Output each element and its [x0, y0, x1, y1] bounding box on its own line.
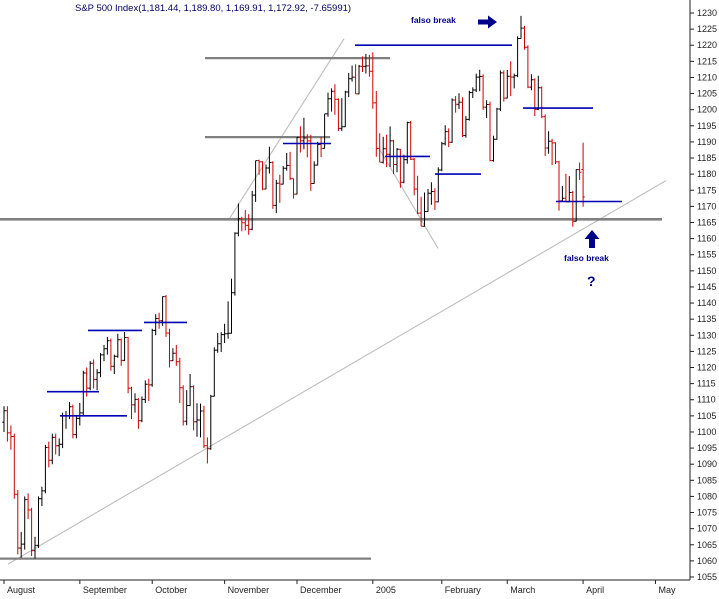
y-axis-label: 1055 [697, 572, 717, 582]
chart-title: S&P 500 Index(1,181.44, 1,189.80, 1,169.… [75, 3, 352, 14]
y-axis-label: 1115 [697, 379, 716, 389]
x-axis-label: October [155, 585, 187, 595]
x-axis-label: August [7, 585, 36, 595]
x-axis-label: March [510, 585, 535, 595]
ohlc-bars-down [5, 25, 585, 556]
right-arrow-icon [478, 15, 497, 29]
trend-line [7, 180, 667, 565]
trend-line [378, 148, 439, 249]
x-axis-label: May [658, 585, 676, 595]
y-axis-label: 1150 [697, 266, 716, 276]
y-axis-label: 1200 [697, 105, 717, 115]
y-axis-label: 1085 [697, 475, 717, 485]
y-axis-label: 1100 [697, 427, 716, 437]
y-axis-label: 1060 [697, 556, 717, 566]
y-axis-label: 1230 [697, 8, 717, 18]
y-axis-label: 1210 [697, 72, 717, 82]
y-axis-label: 1105 [697, 411, 716, 421]
y-axis-label: 1070 [697, 524, 717, 534]
y-axis-label: 1110 [697, 395, 716, 405]
y-axis-label: 1065 [697, 540, 717, 550]
y-axis-label: 1145 [697, 282, 716, 292]
y-axis-label: 1120 [697, 363, 716, 373]
annotation-question-mark: ? [587, 273, 596, 289]
y-axis-label: 1095 [697, 443, 717, 453]
x-axis-label: November [228, 585, 270, 595]
y-axis-label: 1135 [697, 314, 716, 324]
y-axis-label: 1220 [697, 40, 717, 50]
trend-line [228, 38, 345, 220]
y-axis-label: 1195 [697, 121, 716, 131]
y-axis-label: 1155 [697, 250, 716, 260]
y-axis-label: 1075 [697, 508, 717, 518]
y-axis-label: 1080 [697, 491, 717, 501]
y-axis-label: 1215 [697, 56, 717, 66]
y-axis-label: 1160 [697, 234, 716, 244]
y-axis-label: 1190 [697, 137, 716, 147]
y-axis-label: 1225 [697, 24, 717, 34]
y-axis-label: 1170 [697, 201, 716, 211]
y-axis-label: 1185 [697, 153, 716, 163]
up-arrow-icon [584, 230, 600, 248]
y-axis-label: 1130 [697, 330, 716, 340]
y-axis-label: 1140 [697, 298, 716, 308]
y-axis-label: 1090 [697, 459, 717, 469]
y-axis-label: 1165 [697, 217, 716, 227]
x-axis-label: April [586, 585, 604, 595]
y-axis-label: 1175 [697, 185, 716, 195]
x-axis-label: September [83, 585, 127, 595]
y-axis-label: 1125 [697, 346, 716, 356]
y-axis-label: 1205 [697, 89, 717, 99]
ohlc-bars-up [2, 15, 578, 559]
x-axis-label: February [445, 585, 482, 595]
y-axis-label: 1180 [697, 169, 716, 179]
annotation-false-break-top: falso break [411, 15, 456, 25]
x-axis-label: 2005 [376, 585, 396, 595]
annotation-false-break-bottom: falso break [564, 253, 609, 263]
x-axis-label: December [300, 585, 342, 595]
